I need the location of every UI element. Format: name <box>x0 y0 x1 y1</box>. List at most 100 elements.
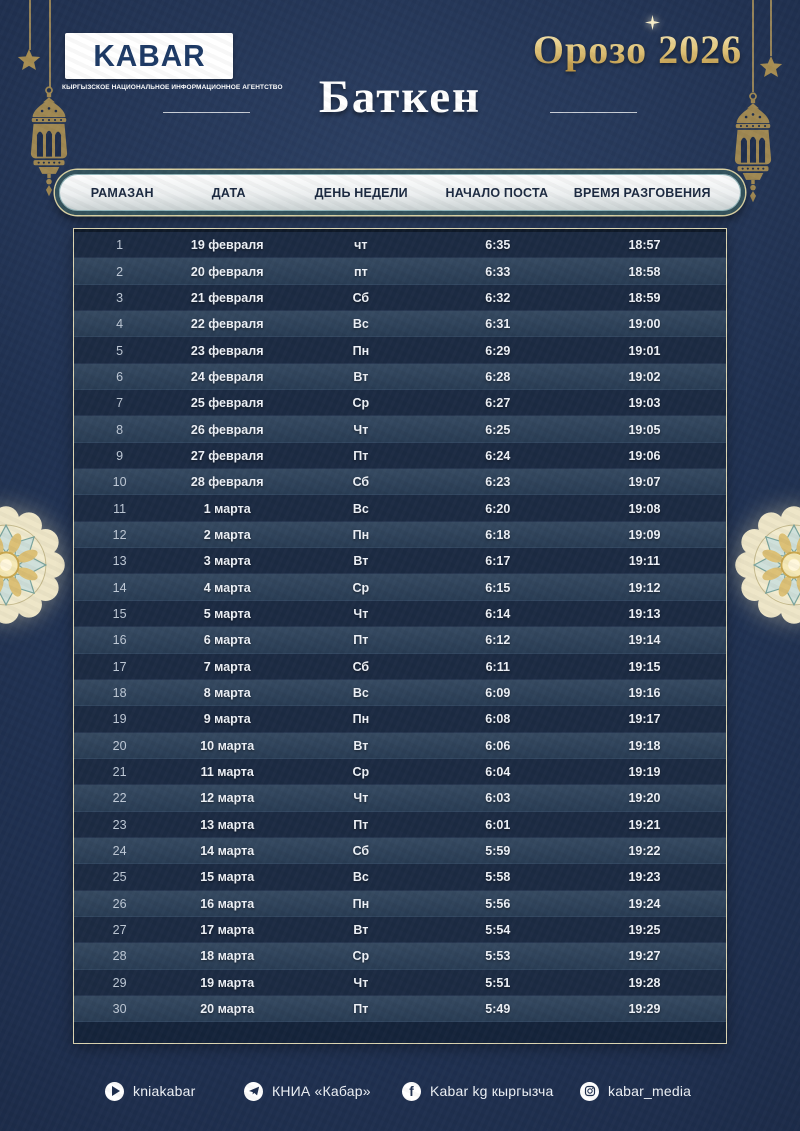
kabar-logo: KABAR <box>65 33 233 79</box>
date-cell: 23 февраля <box>190 343 264 358</box>
weekday-cell: Чт <box>353 975 369 990</box>
schedule-table: 1 19 февраля чт 6:35 18:57 2 20 февраля пт 6:33 1… <box>73 228 727 1044</box>
table-row: 9 27 февраля Пт 6:24 19:06 <box>74 442 726 470</box>
weekday-cell: Сб <box>352 475 370 490</box>
date-cell: 9 марта <box>203 712 251 727</box>
weekday-cell: Вс <box>352 317 369 332</box>
fast-start-cell: 6:08 <box>485 712 511 727</box>
date-cell: 21 февраля <box>190 290 264 305</box>
weekday-cell: Вт <box>353 554 369 569</box>
table-row: 6 24 февраля Вт 6:28 19:02 <box>74 363 726 391</box>
fast-start-cell: 6:23 <box>485 475 511 490</box>
social-item-youtube[interactable]: kniakabar <box>105 1081 196 1101</box>
iftar-time-cell: 19:03 <box>628 396 661 411</box>
date-cell: 10 марта <box>200 738 255 753</box>
ramazan-day-cell: 27 <box>112 923 127 938</box>
iftar-time-cell: 18:59 <box>628 290 661 305</box>
fast-start-cell: 6:24 <box>485 448 511 463</box>
fast-start-cell: 5:53 <box>485 949 511 964</box>
iftar-time-cell: 19:05 <box>628 422 661 437</box>
date-cell: 24 февраля <box>190 369 264 384</box>
weekday-cell: Пт <box>353 817 369 832</box>
fast-start-cell: 6:03 <box>485 791 511 806</box>
iftar-time-cell: 19:17 <box>628 712 661 727</box>
fast-start-cell: 6:11 <box>485 659 510 674</box>
weekday-cell: Вс <box>352 501 369 516</box>
fast-start-cell: 5:51 <box>485 975 511 990</box>
ramazan-day-cell: 10 <box>112 475 127 490</box>
table-row: 18 8 марта Вс 6:09 19:16 <box>74 679 726 707</box>
table-row: 1 19 февраля чт 6:35 18:57 <box>74 232 726 259</box>
date-cell: 15 марта <box>200 870 255 885</box>
table-row: 30 20 марта Пт 5:49 19:29 <box>74 995 726 1023</box>
table-row: 28 18 марта Ср 5:53 19:27 <box>74 943 726 970</box>
table-row: 7 25 февраля Ср 6:27 19:03 <box>74 390 726 417</box>
date-cell: 20 февраля <box>190 264 264 279</box>
date-cell: 20 марта <box>200 1002 255 1017</box>
fast-start-cell: 6:15 <box>485 580 511 595</box>
iftar-time-cell: 19:24 <box>628 896 661 911</box>
social-item-facebook[interactable]: f Kabar kg кыргызча <box>402 1081 554 1101</box>
weekday-cell: Пт <box>353 448 369 463</box>
weekday-cell: Пн <box>352 343 370 358</box>
facebook-icon: f <box>402 1081 421 1101</box>
fast-start-cell: 6:35 <box>485 238 511 253</box>
ramazan-day-cell: 4 <box>116 317 124 332</box>
date-cell: 2 марта <box>203 527 251 542</box>
iftar-time-cell: 18:57 <box>628 238 661 253</box>
weekday-cell: Чт <box>353 791 369 806</box>
weekday-cell: пт <box>354 264 368 279</box>
ramazan-day-cell: 19 <box>112 712 127 727</box>
ramazan-day-cell: 18 <box>112 686 127 701</box>
date-cell: 18 марта <box>200 949 255 964</box>
fast-start-cell: 6:20 <box>485 501 511 516</box>
table-row: 24 14 марта Сб 5:59 19:22 <box>74 837 726 865</box>
fast-start-cell: 6:25 <box>485 422 511 437</box>
weekday-cell: Вт <box>353 923 369 938</box>
play-icon <box>105 1081 124 1101</box>
fast-start-cell: 5:58 <box>485 870 511 885</box>
table-row: 29 19 марта Чт 5:51 19:28 <box>74 969 726 996</box>
ramazan-day-cell: 21 <box>112 765 127 780</box>
table-row: 21 11 марта Ср 6:04 19:19 <box>74 758 726 786</box>
ramazan-day-cell: 7 <box>116 396 124 411</box>
fast-start-cell: 6:28 <box>485 369 511 384</box>
social-item-instagram[interactable]: kabar_media <box>580 1081 691 1101</box>
iftar-time-cell: 19:28 <box>628 975 661 990</box>
ramazan-day-cell: 15 <box>112 606 127 621</box>
iftar-time-cell: 19:11 <box>628 554 661 569</box>
iftar-time-cell: 19:22 <box>628 844 661 859</box>
cord-left-lantern <box>49 0 51 88</box>
ramazan-day-cell: 5 <box>116 343 124 358</box>
iftar-time-cell: 19:19 <box>628 765 661 780</box>
social-label: kniakabar <box>133 1083 196 1099</box>
kabar-logo-subtitle: КЫРГЫЗСКОЕ НАЦИОНАЛЬНОЕ ИНФОРМАЦИОННОЕ А… <box>62 84 283 91</box>
iftar-time-cell: 19:18 <box>628 738 661 753</box>
weekday-cell: Сб <box>352 844 370 859</box>
ramazan-day-cell: 1 <box>116 238 124 253</box>
weekday-cell: Чт <box>353 606 369 621</box>
date-cell: 22 февраля <box>190 317 264 332</box>
date-cell: 6 марта <box>203 633 251 648</box>
iftar-time-cell: 19:14 <box>628 633 661 648</box>
table-row: 10 28 февраля Сб 6:23 19:07 <box>74 469 726 496</box>
iftar-time-cell: 19:02 <box>628 369 661 384</box>
ramazan-day-cell: 13 <box>112 554 127 569</box>
table-row: 3 21 февраля Сб 6:32 18:59 <box>74 284 726 312</box>
weekday-cell: Пт <box>353 1002 369 1017</box>
ramazan-day-cell: 28 <box>112 949 127 964</box>
ramazan-day-cell: 14 <box>112 580 127 595</box>
date-cell: 19 марта <box>200 975 255 990</box>
iftar-time-cell: 19:07 <box>628 475 661 490</box>
fast-start-cell: 6:31 <box>485 317 511 332</box>
table-row: 16 6 марта Пт 6:12 19:14 <box>74 627 726 654</box>
weekday-cell: Вт <box>353 738 369 753</box>
social-item-telegram[interactable]: КНИА «Кабар» <box>244 1081 371 1101</box>
date-cell: 17 марта <box>200 923 255 938</box>
date-cell: 11 марта <box>200 765 254 780</box>
social-label: kabar_media <box>608 1083 692 1099</box>
ramazan-day-cell: 6 <box>116 369 124 384</box>
fast-start-cell: 6:29 <box>485 343 511 358</box>
table-row: 17 7 марта Сб 6:11 19:15 <box>74 653 726 680</box>
